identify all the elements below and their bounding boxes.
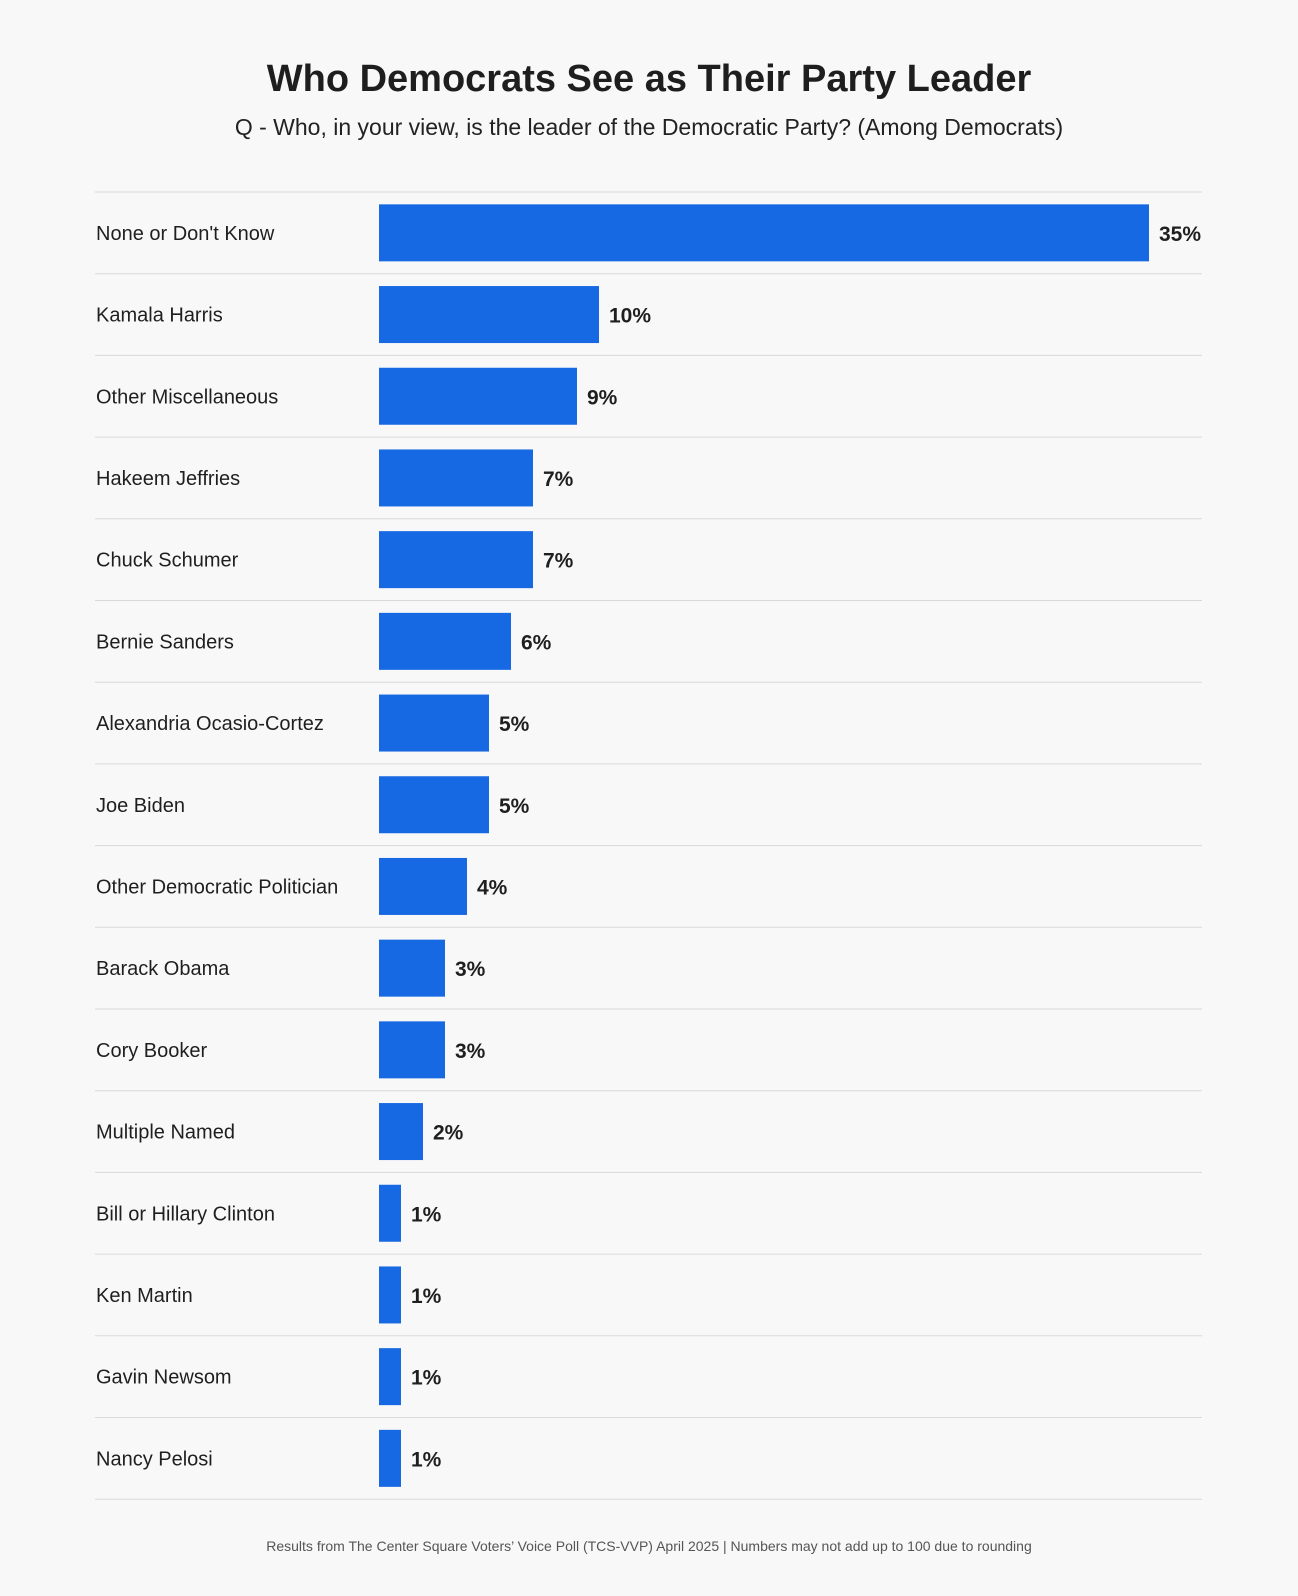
category-label: Cory Booker	[96, 1040, 207, 1062]
value-label: 3%	[455, 958, 486, 981]
chart-title: Who Democrats See as Their Party Leader	[266, 58, 1032, 100]
bar	[379, 1103, 423, 1161]
value-label: 1%	[411, 1367, 442, 1390]
category-label: Other Democratic Politician	[96, 876, 338, 898]
value-label: 10%	[609, 305, 651, 328]
value-label: 6%	[521, 631, 552, 654]
category-label: Hakeem Jeffries	[96, 468, 240, 490]
category-label: Barack Obama	[96, 958, 230, 980]
category-label: Gavin Newsom	[96, 1367, 232, 1389]
bar	[379, 612, 511, 670]
bar	[379, 1348, 401, 1406]
bar	[379, 857, 467, 915]
value-label: 35%	[1159, 223, 1201, 246]
category-label: Kamala Harris	[96, 305, 223, 327]
bar	[379, 449, 533, 507]
bar	[379, 694, 489, 752]
bar	[379, 776, 489, 834]
bar	[379, 1021, 445, 1079]
bar	[379, 367, 577, 425]
chart-subtitle: Q - Who, in your view, is the leader of …	[234, 114, 1064, 140]
bar	[379, 1184, 401, 1242]
category-label: Joe Biden	[96, 795, 185, 817]
bar	[379, 286, 599, 344]
category-label: Nancy Pelosi	[96, 1448, 213, 1470]
value-label: 1%	[411, 1448, 442, 1471]
bar	[379, 939, 445, 997]
category-label: Multiple Named	[96, 1122, 235, 1144]
value-label: 1%	[411, 1203, 442, 1226]
category-label: Ken Martin	[96, 1285, 193, 1307]
category-label: Chuck Schumer	[96, 550, 239, 572]
value-label: 5%	[499, 713, 530, 736]
bar	[379, 204, 1149, 262]
value-label: 7%	[543, 468, 574, 491]
bar	[379, 1429, 401, 1487]
category-label: Bernie Sanders	[96, 631, 234, 653]
value-label: 9%	[587, 386, 618, 409]
bar	[379, 531, 533, 589]
value-label: 3%	[455, 1040, 486, 1063]
value-label: 1%	[411, 1285, 442, 1308]
value-label: 7%	[543, 550, 574, 573]
category-label: None or Don't Know	[96, 223, 275, 245]
value-label: 4%	[477, 876, 508, 899]
source-footnote: Results from The Center Square Voters’ V…	[266, 1538, 1032, 1554]
bar	[379, 1266, 401, 1324]
value-label: 2%	[433, 1122, 464, 1145]
category-label: Other Miscellaneous	[96, 386, 278, 408]
category-label: Bill or Hillary Clinton	[96, 1203, 275, 1225]
value-label: 5%	[499, 795, 530, 818]
category-label: Alexandria Ocasio-Cortez	[96, 713, 324, 735]
